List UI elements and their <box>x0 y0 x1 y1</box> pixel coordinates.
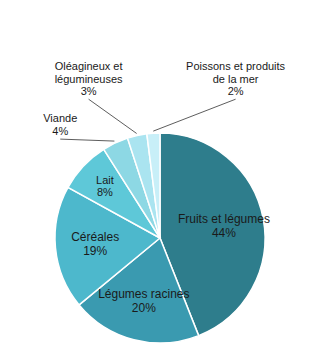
category-label: Viande <box>43 112 77 124</box>
category-label-line: de la mer <box>213 73 259 85</box>
category-label-line: Fruits et légumes <box>178 212 270 226</box>
leader-line <box>60 139 114 141</box>
value-label: 20% <box>132 301 156 315</box>
category-label-line: Céréales <box>71 230 119 244</box>
category-label: Lait <box>96 174 114 186</box>
pie-slice <box>147 133 160 238</box>
value-label: 3% <box>81 85 97 97</box>
category-label-line: Lait <box>96 174 114 186</box>
category-label: Céréales <box>71 230 119 244</box>
category-label: Fruits et légumes <box>178 212 270 226</box>
chart: Fruits et légumes44% Légumes racines20% Cé… <box>0 0 320 357</box>
category-label-line: légumineuses <box>55 73 123 85</box>
leader-line <box>89 99 137 133</box>
value-label: 2% <box>228 85 244 97</box>
category-label: Oléagineux etlégumineuses <box>55 60 123 85</box>
value-label: 44% <box>212 226 236 240</box>
category-label-line: Oléagineux et <box>55 60 123 72</box>
leader-line <box>153 99 235 131</box>
pie <box>55 133 265 343</box>
value-label: 8% <box>97 186 113 198</box>
pie-slice <box>128 134 160 238</box>
category-label: Poissons et produitsde la mer <box>186 60 286 85</box>
labels: Fruits et légumes44% Légumes racines20% Cé… <box>43 60 285 315</box>
category-label-line: Légumes racines <box>98 287 189 301</box>
category-label-line: Poissons et produits <box>186 60 286 72</box>
category-label-line: Viande <box>43 112 77 124</box>
value-label: 19% <box>83 244 107 258</box>
value-label: 4% <box>52 125 68 137</box>
category-label: Légumes racines <box>98 287 189 301</box>
